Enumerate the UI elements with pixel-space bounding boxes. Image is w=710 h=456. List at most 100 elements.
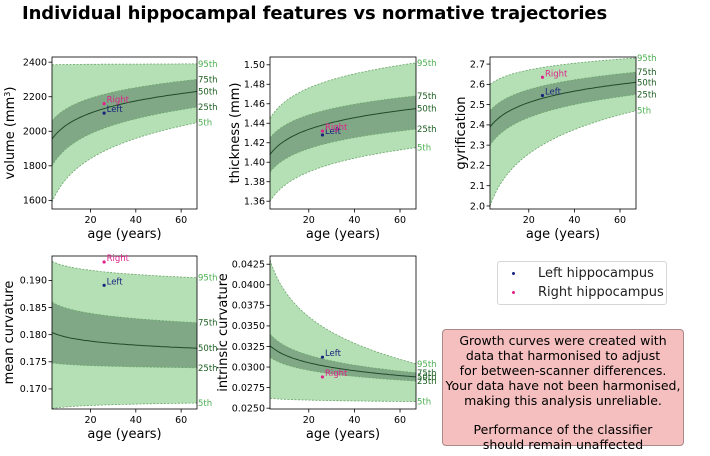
point-right <box>320 375 325 379</box>
x-tick-label: 20 <box>523 215 535 226</box>
inner-percentile-band <box>270 334 416 381</box>
y-tick-label: 2.4 <box>470 120 485 131</box>
percentile-label-25th: 25th <box>417 377 437 387</box>
axes-frame <box>51 56 198 210</box>
y-tick-label: 0.185 <box>20 303 47 314</box>
y-tick-label: 2.2 <box>470 161 485 172</box>
axes-frame <box>489 56 637 210</box>
percentile-line-25th <box>51 362 198 369</box>
x-axis-label: age (years) <box>526 227 600 242</box>
point-left <box>102 111 106 115</box>
median-line <box>269 345 417 378</box>
x-tick-label: 60 <box>175 215 187 226</box>
percentile-label-25th: 25th <box>198 364 218 374</box>
y-tick-label: 0.170 <box>20 384 47 395</box>
percentile-line-95th <box>51 63 197 66</box>
point-label-right: Right <box>325 369 348 379</box>
median-line <box>269 108 417 155</box>
warning-text: Growth curves were created with data tha… <box>445 333 681 408</box>
percentile-label-95th: 95th <box>198 274 218 284</box>
x-axis-label: age (years) <box>306 427 380 442</box>
point-right <box>540 75 545 79</box>
percentile-label-95th: 95th <box>417 360 437 370</box>
percentile-label-25th: 25th <box>417 125 437 135</box>
y-tick-label: 2.1 <box>470 181 485 192</box>
inner-percentile-band <box>52 302 197 368</box>
legend-label-left: Left hippocampus <box>538 266 654 281</box>
percentile-label-75th: 75th <box>637 68 657 78</box>
y-tick-label: 0.175 <box>20 357 47 368</box>
percentile-line-5th <box>51 402 198 409</box>
y-tick-label: 1.50 <box>244 60 265 71</box>
y-tick-label: 0.0275 <box>232 383 265 394</box>
x-tick-label: 60 <box>175 415 187 426</box>
point-label-left: Left <box>107 105 124 115</box>
y-tick-label: 2.3 <box>470 140 485 151</box>
x-tick-label: 40 <box>568 215 580 226</box>
point-label-left: Left <box>545 88 562 98</box>
percentile-label-75th: 75th <box>198 75 218 85</box>
x-tick-label: 60 <box>394 215 406 226</box>
point-left <box>102 283 106 287</box>
legend-label-right: Right hippocampus <box>538 285 664 300</box>
x-tick-label: 40 <box>348 415 360 426</box>
percentile-label-95th: 95th <box>637 54 657 64</box>
percentile-line-95th <box>269 259 417 365</box>
percentile-label-5th: 5th <box>637 107 651 117</box>
point-label-right: Right <box>325 123 348 133</box>
y-tick-label: 0.190 <box>20 276 47 287</box>
percentile-label-5th: 5th <box>198 119 212 129</box>
inner-percentile-band <box>52 79 197 166</box>
percentile-label-5th: 5th <box>198 399 212 409</box>
percentile-label-75th: 75th <box>198 319 218 329</box>
axes-frame <box>269 255 417 410</box>
x-tick-label: 40 <box>348 215 360 226</box>
percentile-line-25th <box>489 94 637 146</box>
point-label-right: Right <box>545 69 568 79</box>
y-tick-label: 0.0300 <box>232 362 265 373</box>
x-tick-label: 60 <box>394 415 406 426</box>
y-tick-label: 2400 <box>23 57 47 68</box>
percentile-label-50th: 50th <box>417 105 437 115</box>
y-tick-label: 0.0325 <box>232 342 265 353</box>
point-label-left: Left <box>325 127 342 137</box>
y-tick-label: 2.5 <box>470 100 485 111</box>
y-tick-label: 2200 <box>23 92 47 103</box>
chart-panel-4: 20 40 60 0.170 0.175 0.180 0.185 0.190 age (year… <box>2 254 218 442</box>
percentile-line-75th <box>51 79 198 122</box>
chart-panel-5: 20 40 60 0.0250 0.0275 0.0300 0.0325 0.0350 0.03… <box>216 255 437 442</box>
x-axis-label: age (years) <box>87 227 161 242</box>
point-right <box>102 102 106 106</box>
x-axis-label: age (years) <box>87 427 161 442</box>
point-label-left: Left <box>107 277 124 287</box>
left-marker-icon <box>512 272 515 275</box>
x-tick-label: 20 <box>84 415 96 426</box>
median-line <box>51 332 198 349</box>
percentile-line-75th <box>489 71 637 111</box>
legend: Left hippocampus Right hippocampus <box>497 261 667 305</box>
point-left <box>540 93 545 98</box>
percentile-label-50th: 50th <box>198 88 218 98</box>
point-label-right: Right <box>107 96 130 106</box>
y-tick-label: 0.0400 <box>232 280 265 291</box>
harmonisation-warning: Growth curves were created with data tha… <box>442 329 684 452</box>
y-axis-label: mean curvature <box>2 281 17 385</box>
chart-panel-3: 20 40 60 2.0 2.1 2.2 2.3 2.4 2.5 2.6 2.7 age (years… <box>454 54 657 242</box>
y-tick-label: 1.38 <box>244 177 265 188</box>
y-tick-label: 1.48 <box>244 80 265 91</box>
y-tick-label: 1.40 <box>244 158 265 169</box>
median-line <box>489 81 637 128</box>
inner-percentile-band <box>270 96 416 172</box>
y-axis-label: intrinsic curvature <box>216 273 231 392</box>
x-tick-label: 20 <box>303 415 315 426</box>
x-tick-label: 60 <box>614 215 626 226</box>
y-tick-label: 1600 <box>23 196 47 207</box>
y-tick-label: 1.36 <box>244 197 265 208</box>
legend-entry-right: Right hippocampus <box>498 283 666 303</box>
percentile-line-5th <box>269 147 417 202</box>
chart-panel-2: 20 40 60 1.36 1.38 1.40 1.42 1.44 1.46 1.48 1.50 ag… <box>228 56 437 242</box>
y-tick-label: 1800 <box>23 161 47 172</box>
point-left <box>320 133 325 137</box>
y-tick-label: 2000 <box>23 127 47 138</box>
outer-percentile-band <box>270 260 416 402</box>
